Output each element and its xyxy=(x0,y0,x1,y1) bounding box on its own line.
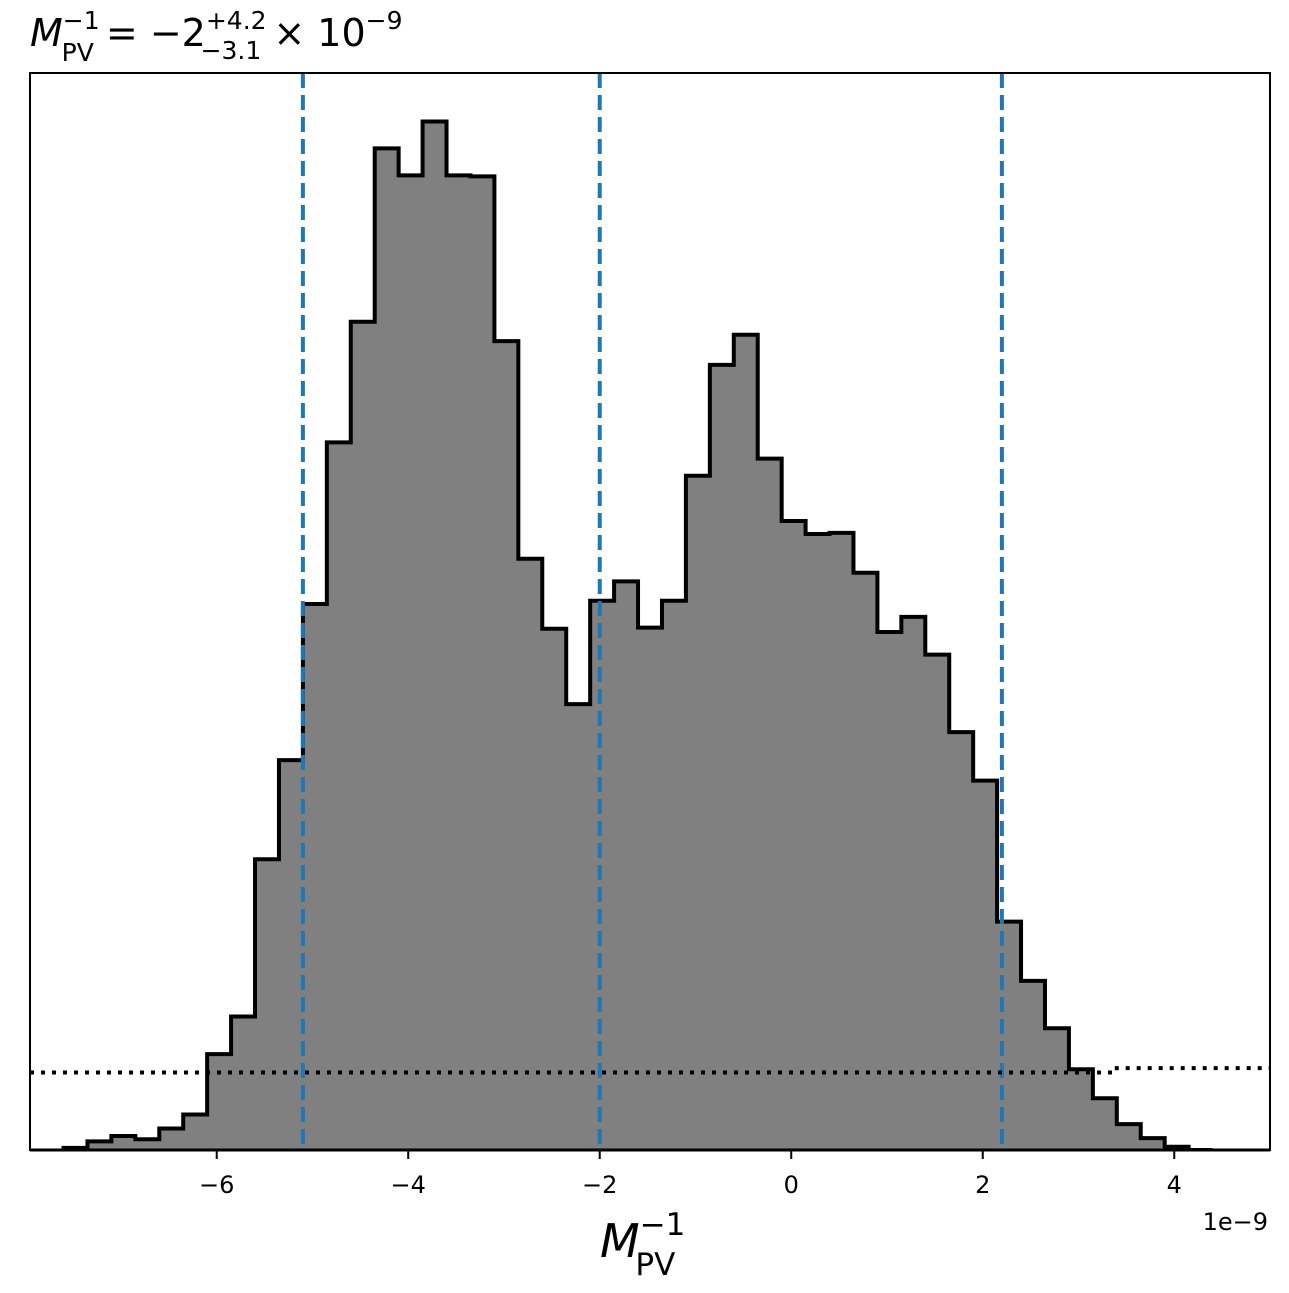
histogram-fill xyxy=(63,121,1213,1150)
reference-line xyxy=(30,1066,1270,1075)
title-superscript: −1 xyxy=(63,6,100,35)
title-exponent: −9 xyxy=(366,6,403,35)
x-tick-label: 0 xyxy=(784,1171,799,1199)
title-symbol: M xyxy=(30,11,63,55)
x-axis: −6 −4 −2 0 2 4 xyxy=(199,1150,1182,1199)
x-tick-label: −2 xyxy=(582,1171,617,1199)
title-plus-error: +4.2 xyxy=(206,6,267,35)
x-tick-label: 2 xyxy=(975,1171,990,1199)
title-times: × 10 xyxy=(261,11,365,55)
x-offset-label: 1e−9 xyxy=(1203,1208,1268,1236)
x-tick-label: −4 xyxy=(391,1171,426,1199)
title-minus-error: −3.1 xyxy=(201,36,262,65)
x-axis-label: M−1 PV xyxy=(600,1207,685,1283)
plot-area xyxy=(29,72,1271,1152)
chart-title: M−1 PV = −2+4.2 −3.1 × 10−9 xyxy=(30,6,403,67)
xlabel-superscript: −1 xyxy=(640,1207,686,1243)
xlabel-symbol: M xyxy=(600,1214,640,1268)
title-subscript: PV xyxy=(62,38,94,67)
x-tick-label: −6 xyxy=(199,1171,234,1199)
histogram-outline xyxy=(61,119,1213,1150)
title-equals: = −2 xyxy=(94,11,206,55)
xlabel-subscript: PV xyxy=(635,1247,675,1283)
x-tick-label: 4 xyxy=(1167,1171,1182,1199)
